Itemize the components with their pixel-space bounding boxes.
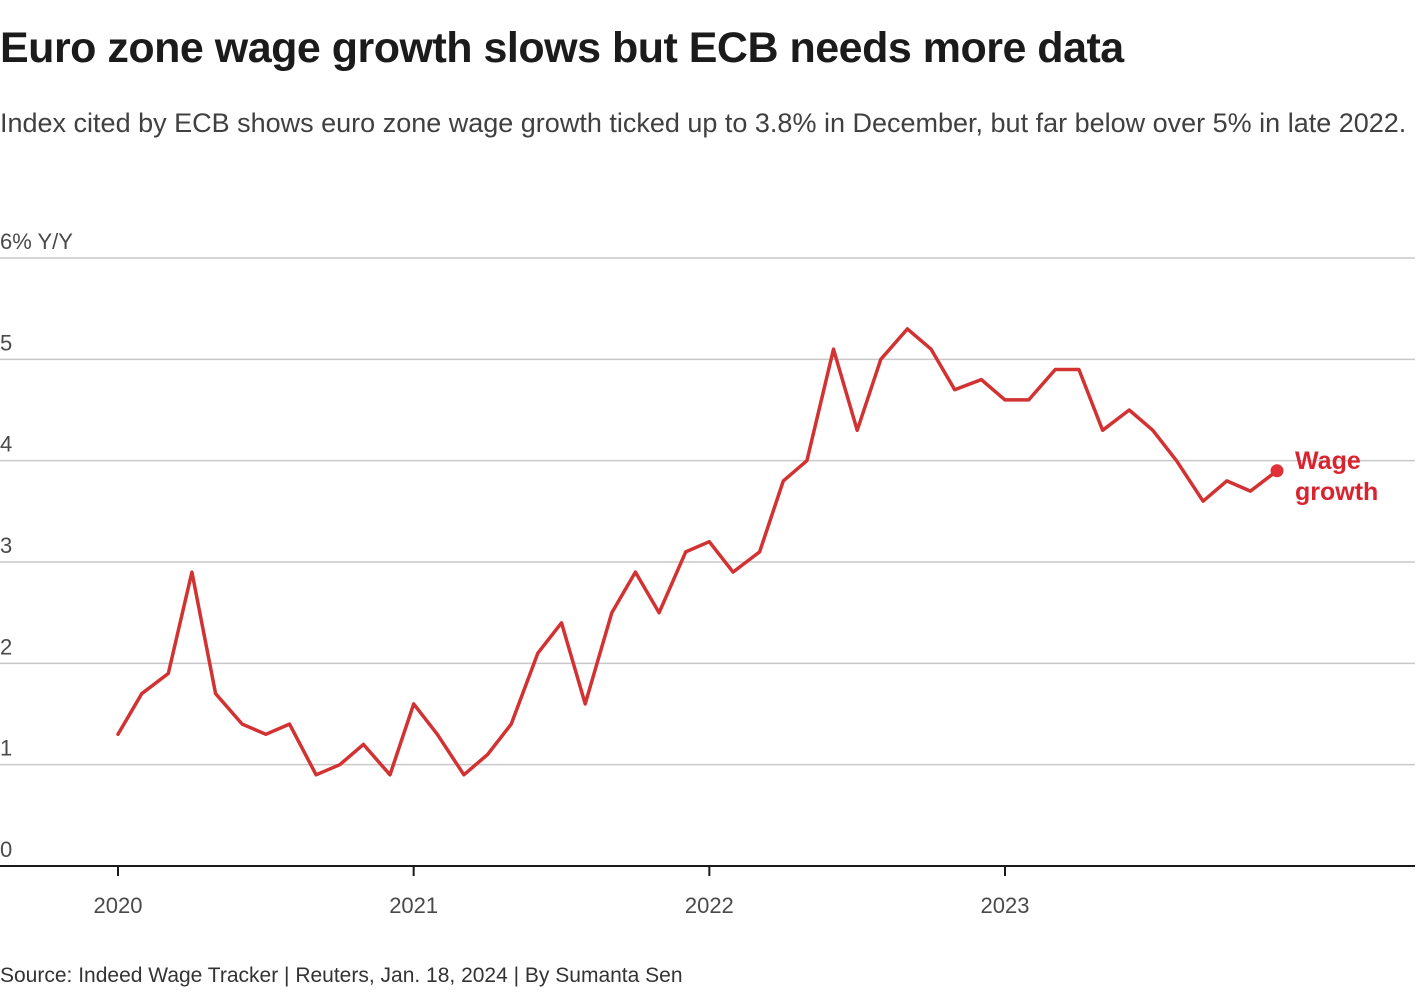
data-point (1002, 396, 1009, 403)
data-point (951, 386, 958, 393)
data-point (582, 700, 589, 707)
x-tick-label-2020: 2020 (94, 893, 143, 918)
data-point (1099, 427, 1106, 434)
data-point (336, 761, 343, 768)
data-point (115, 731, 122, 738)
data-point (656, 609, 663, 616)
data-point (410, 700, 417, 707)
data-point (904, 325, 911, 332)
data-point (460, 771, 467, 778)
data-point (1247, 488, 1254, 495)
data-point (558, 619, 565, 626)
data-point (830, 346, 837, 353)
line-chart: 0 1 2 3 4 5 6% Y/Y 2020 2021 2022 2023 Wage growth (0, 229, 1415, 918)
data-point (780, 477, 787, 484)
y-tick-label-4: 4 (0, 432, 12, 457)
data-point (434, 731, 441, 738)
data-point (1052, 366, 1059, 373)
x-tick-label-2022: 2022 (685, 893, 734, 918)
data-point (978, 376, 985, 383)
x-tick-label-2023: 2023 (981, 893, 1030, 918)
y-axis-ticks: 0 1 2 3 4 5 6% Y/Y (0, 229, 73, 862)
data-point (484, 751, 491, 758)
series-end-marker (1270, 464, 1284, 478)
y-tick-label-5: 5 (0, 330, 12, 355)
series-line-wage-growth (116, 327, 1279, 777)
chart-title: Euro zone wage growth slows but ECB need… (0, 24, 1124, 72)
series-label-line: Wage (1295, 447, 1361, 475)
data-point (1149, 427, 1156, 434)
data-point (1200, 498, 1207, 505)
data-point (262, 731, 269, 738)
data-point (1075, 366, 1082, 373)
series-labels: Wage growth (1295, 447, 1378, 506)
data-point (682, 548, 689, 555)
data-point (534, 650, 541, 657)
data-point (854, 427, 861, 434)
data-point (188, 569, 195, 576)
x-tick-label-2021: 2021 (389, 893, 438, 918)
data-point (632, 569, 639, 576)
source-footer: Source: Indeed Wage Tracker | Reuters, J… (0, 964, 683, 987)
gridlines (0, 257, 1415, 766)
data-point (138, 690, 145, 697)
data-point (608, 609, 615, 616)
data-point (706, 538, 713, 545)
data-point (1223, 477, 1230, 484)
data-point (1173, 457, 1180, 464)
data-point (239, 721, 246, 728)
series-label-line: growth (1295, 478, 1378, 506)
data-point (360, 741, 367, 748)
data-point (387, 771, 394, 778)
y-tick-label-6: 6% Y/Y (0, 229, 73, 254)
data-point (756, 548, 763, 555)
data-point (286, 721, 293, 728)
y-tick-label-1: 1 (0, 736, 12, 761)
data-point (729, 569, 736, 576)
chart-subtitle: Index cited by ECB shows euro zone wage … (0, 108, 1407, 138)
y-tick-label-3: 3 (0, 533, 12, 558)
data-point (877, 356, 884, 363)
data-point (313, 771, 320, 778)
data-point (803, 457, 810, 464)
data-point (1025, 396, 1032, 403)
y-tick-label-0: 0 (0, 837, 12, 862)
x-axis: 2020 2021 2022 2023 (0, 865, 1415, 918)
data-point (212, 690, 219, 697)
series-layer (115, 325, 1284, 778)
data-point (165, 670, 172, 677)
data-point (508, 721, 515, 728)
y-tick-label-2: 2 (0, 634, 12, 659)
data-point (1126, 407, 1133, 414)
data-point (928, 346, 935, 353)
